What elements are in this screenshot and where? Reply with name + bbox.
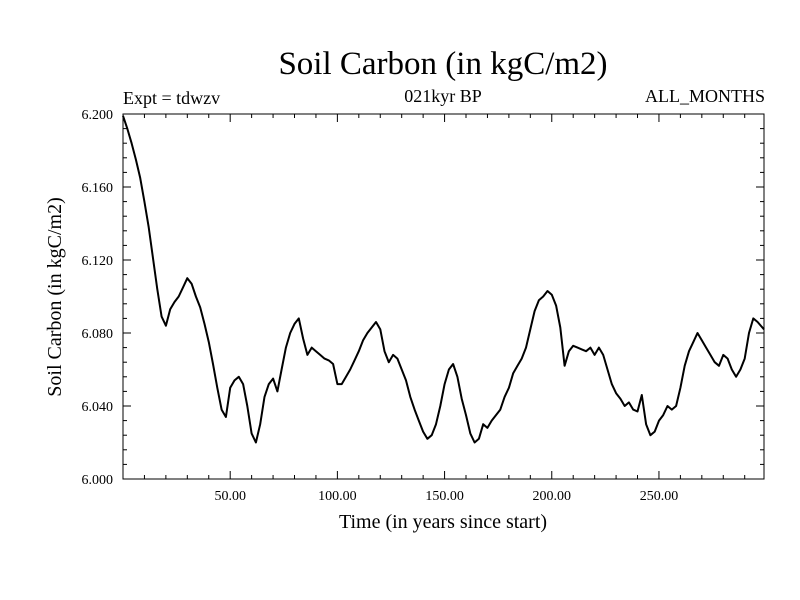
period-label: 021kyr BP — [404, 86, 482, 106]
plot-area — [122, 113, 765, 480]
minor-ticks — [123, 114, 764, 479]
y-axis-label: Soil Carbon (in kgC/m2) — [44, 197, 66, 396]
x-axis-label: Time (in years since start) — [339, 511, 547, 533]
y-tick-labels: 6.000 6.040 6.080 6.120 6.160 6.200 — [82, 108, 114, 488]
months-label: ALL_MONTHS — [645, 86, 765, 106]
x-tick-label: 200.00 — [533, 489, 572, 504]
x-tick-label: 150.00 — [425, 489, 464, 504]
major-ticks — [123, 113, 764, 480]
experiment-label: Expt = tdwzv — [123, 88, 221, 108]
series-line — [122, 115, 765, 444]
x-tick-label: 250.00 — [640, 489, 679, 504]
chart-title: Soil Carbon (in kgC/m2) — [278, 46, 608, 82]
y-tick-label: 6.160 — [82, 181, 114, 196]
y-tick-label: 6.040 — [82, 400, 114, 415]
y-tick-label: 6.200 — [82, 108, 114, 123]
y-tick-label: 6.120 — [82, 254, 114, 269]
y-tick-label: 6.080 — [82, 327, 114, 342]
x-tick-label: 100.00 — [318, 489, 357, 504]
x-tick-labels: 50.00 100.00 150.00 200.00 250.00 — [214, 489, 678, 504]
y-tick-label: 6.000 — [82, 473, 114, 488]
x-tick-label: 50.00 — [214, 489, 246, 504]
